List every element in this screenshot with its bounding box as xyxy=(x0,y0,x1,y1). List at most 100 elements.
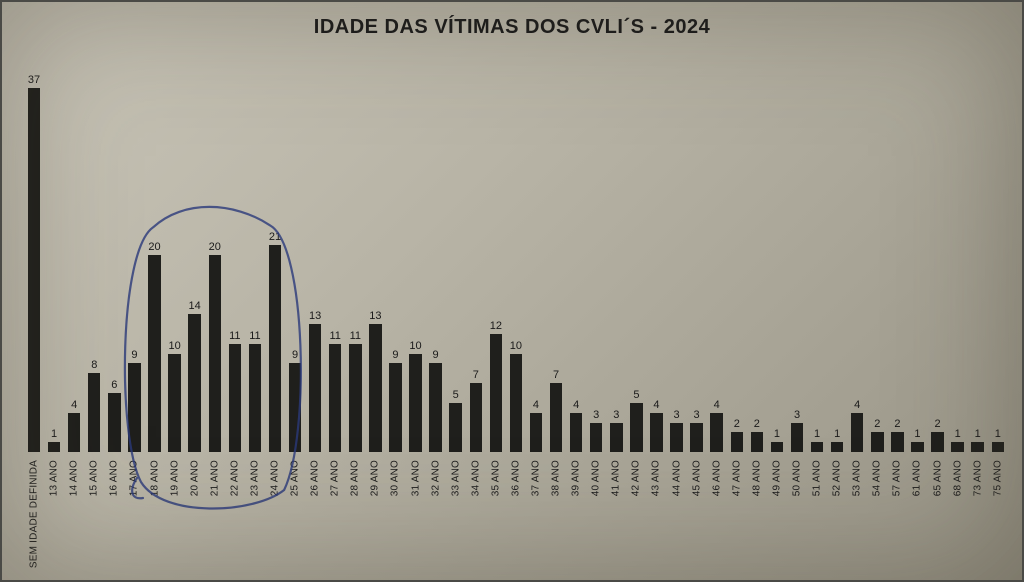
bar xyxy=(470,383,482,452)
x-label: 35 ANO xyxy=(486,456,506,566)
bar xyxy=(28,88,40,452)
bar xyxy=(188,314,200,452)
bar-value-label: 20 xyxy=(209,242,221,253)
bar-value-label: 21 xyxy=(269,232,281,243)
bar-value-label: 11 xyxy=(229,331,240,342)
bar xyxy=(710,413,722,452)
x-labels: SEM IDADE DEFINIDA13 ANO14 ANO15 ANO16 A… xyxy=(24,456,1008,566)
bar-column: 4 xyxy=(526,70,546,452)
bar xyxy=(731,432,743,452)
bar-column: 37 xyxy=(24,70,44,452)
x-label: 28 ANO xyxy=(345,456,365,566)
x-label: 51 ANO xyxy=(807,456,827,566)
bar-value-label: 9 xyxy=(292,350,298,361)
bar-value-label: 10 xyxy=(409,341,421,352)
bar-column: 13 xyxy=(305,70,325,452)
bar-column: 2 xyxy=(727,70,747,452)
bar xyxy=(811,442,823,452)
x-label: 24 ANO xyxy=(265,456,285,566)
bar-column: 1 xyxy=(948,70,968,452)
x-label: 33 ANO xyxy=(446,456,466,566)
bar-column: 9 xyxy=(124,70,144,452)
bar-value-label: 1 xyxy=(914,429,920,440)
bars-container: 3714869201014201111219131111139109571210… xyxy=(24,70,1008,452)
bar-column: 11 xyxy=(245,70,265,452)
bar-column: 4 xyxy=(566,70,586,452)
bar-column: 13 xyxy=(365,70,385,452)
bar-value-label: 1 xyxy=(975,429,981,440)
bar xyxy=(128,363,140,452)
x-label: 53 ANO xyxy=(847,456,867,566)
bar-column: 8 xyxy=(84,70,104,452)
x-label: 16 ANO xyxy=(104,456,124,566)
bar xyxy=(751,432,763,452)
bar xyxy=(490,334,502,452)
bar-value-label: 9 xyxy=(131,350,137,361)
bar-value-label: 3 xyxy=(673,410,679,421)
x-label: 21 ANO xyxy=(205,456,225,566)
bar-value-label: 11 xyxy=(249,331,260,342)
bar xyxy=(449,403,461,452)
bar-column: 11 xyxy=(345,70,365,452)
bar-column: 20 xyxy=(144,70,164,452)
bar-value-label: 7 xyxy=(553,370,559,381)
bar xyxy=(851,413,863,452)
x-label: 36 ANO xyxy=(506,456,526,566)
bar xyxy=(831,442,843,452)
bar-value-label: 4 xyxy=(71,400,77,411)
bar-value-label: 12 xyxy=(490,321,502,332)
x-label: 31 ANO xyxy=(405,456,425,566)
x-label: 49 ANO xyxy=(767,456,787,566)
bar-value-label: 9 xyxy=(392,350,398,361)
x-label: SEM IDADE DEFINIDA xyxy=(24,456,44,566)
bar-value-label: 2 xyxy=(754,419,760,430)
bar-value-label: 9 xyxy=(433,350,439,361)
bar-column: 4 xyxy=(847,70,867,452)
bar xyxy=(791,423,803,453)
x-label: 14 ANO xyxy=(64,456,84,566)
bar-value-label: 4 xyxy=(573,400,579,411)
bar xyxy=(871,432,883,452)
bar-column: 3 xyxy=(667,70,687,452)
bar-column: 1 xyxy=(988,70,1008,452)
bar-column: 4 xyxy=(64,70,84,452)
x-label: 42 ANO xyxy=(626,456,646,566)
x-label: 22 ANO xyxy=(225,456,245,566)
bar xyxy=(209,255,221,452)
bar-column: 9 xyxy=(426,70,446,452)
bar-value-label: 5 xyxy=(453,390,459,401)
bar-column: 9 xyxy=(385,70,405,452)
x-label: 26 ANO xyxy=(305,456,325,566)
bar-column: 6 xyxy=(104,70,124,452)
bar-value-label: 6 xyxy=(111,380,117,391)
x-label: 48 ANO xyxy=(747,456,767,566)
x-label: 39 ANO xyxy=(566,456,586,566)
bar xyxy=(168,354,180,452)
bar xyxy=(590,423,602,453)
plot-area: 3714869201014201111219131111139109571210… xyxy=(24,74,1008,562)
x-label: 45 ANO xyxy=(687,456,707,566)
bar-column: 3 xyxy=(787,70,807,452)
bar-column: 11 xyxy=(325,70,345,452)
bar-value-label: 2 xyxy=(874,419,880,430)
bar xyxy=(349,344,361,452)
bar xyxy=(329,344,341,452)
x-label: 34 ANO xyxy=(466,456,486,566)
bar xyxy=(971,442,983,452)
x-label: 32 ANO xyxy=(426,456,446,566)
bar-value-label: 3 xyxy=(593,410,599,421)
bar-column: 1 xyxy=(807,70,827,452)
bar xyxy=(409,354,421,452)
x-label: 38 ANO xyxy=(546,456,566,566)
bar-value-label: 1 xyxy=(814,429,820,440)
bar-column: 2 xyxy=(928,70,948,452)
bar-column: 2 xyxy=(867,70,887,452)
x-label: 19 ANO xyxy=(165,456,185,566)
x-label: 23 ANO xyxy=(245,456,265,566)
bar xyxy=(510,354,522,452)
bar-column: 1 xyxy=(968,70,988,452)
bar-column: 3 xyxy=(687,70,707,452)
bar xyxy=(550,383,562,452)
bar-column: 21 xyxy=(265,70,285,452)
bar-column: 10 xyxy=(506,70,526,452)
